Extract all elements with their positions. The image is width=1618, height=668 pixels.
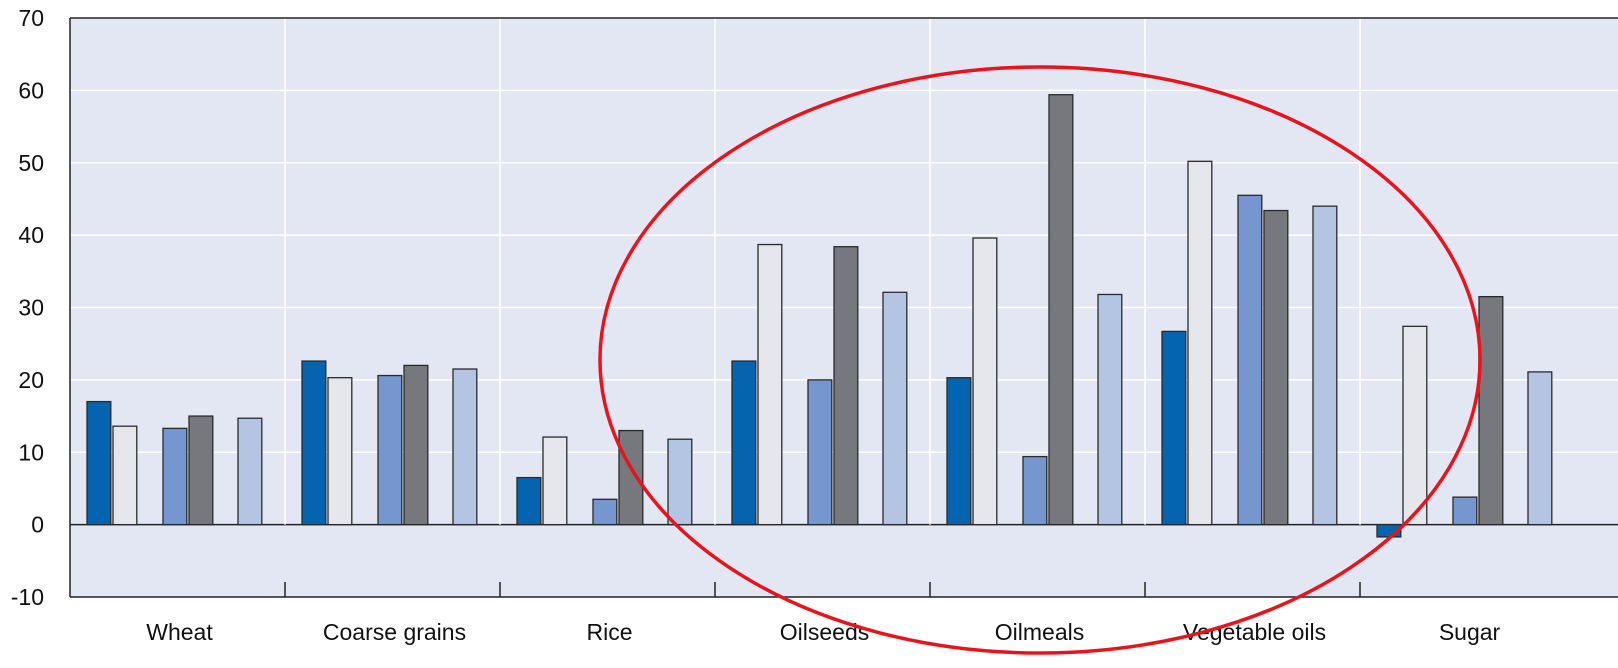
y-tick-label: -10	[11, 584, 44, 610]
y-tick-label: 60	[18, 77, 44, 103]
bar-oilseeds-series-5	[882, 291, 908, 526]
bar-sugar-series-5	[1527, 371, 1553, 526]
bar-oilseeds-series-2	[757, 243, 783, 526]
bar-rice-series-5	[667, 438, 693, 526]
bar-oilmeals-series-5	[1097, 293, 1123, 526]
bar-oilmeals-series-1	[946, 377, 972, 526]
bar-vegetable-oils-series-4	[1263, 209, 1289, 526]
bar-wheat-series-1	[86, 400, 112, 526]
bar-coarse-grains-series-4	[403, 364, 429, 526]
bar-sugar-series-2	[1402, 325, 1428, 526]
x-tick-label: Oilseeds	[780, 619, 869, 645]
bar-oilseeds-series-3	[807, 379, 833, 526]
bar-sugar-series-3	[1452, 496, 1478, 526]
x-tick-label: Wheat	[146, 619, 213, 645]
bar-oilseeds-series-4	[833, 246, 859, 526]
bar-oilseeds-series-1	[731, 360, 757, 526]
bar-rice-series-3	[592, 498, 618, 526]
bar-wheat-series-5	[237, 417, 263, 526]
y-tick-label: 40	[18, 222, 44, 248]
y-tick-label: 0	[31, 512, 44, 538]
bar-coarse-grains-series-1	[301, 360, 327, 526]
x-tick-label: Oilmeals	[995, 619, 1084, 645]
bar-rice-series-1	[516, 476, 542, 526]
x-tick-labels: Wheat Coarse grains Rice Oilseeds Oilmeals Ve…	[146, 619, 1500, 645]
bar-coarse-grains-series-3	[377, 374, 403, 526]
bar-vegetable-oils-series-1	[1161, 330, 1187, 526]
x-tick-label: Sugar	[1439, 619, 1501, 645]
bar-rice-series-4	[618, 429, 644, 526]
x-tick-label: Rice	[586, 619, 632, 645]
vertical-gridlines	[284, 18, 1361, 525]
y-tick-label: 30	[18, 295, 44, 321]
bar-coarse-grains-series-5	[452, 368, 478, 526]
bar-oilmeals-series-4	[1048, 94, 1074, 526]
y-tick-label: 10	[18, 439, 44, 465]
bar-rice-series-2	[542, 436, 568, 526]
bar-vegetable-oils-series-3	[1237, 194, 1263, 526]
bars	[86, 94, 1553, 538]
y-tick-label: 20	[18, 367, 44, 393]
bar-wheat-series-2	[112, 425, 138, 526]
bar-wheat-series-4	[188, 415, 214, 526]
bar-oilmeals-series-3	[1022, 455, 1048, 526]
y-tick-label: 70	[18, 5, 44, 31]
bar-vegetable-oils-series-2	[1187, 160, 1213, 526]
y-tick-labels: 70 60 50 40 30 20 10 0 -10	[11, 5, 44, 610]
bar-vegetable-oils-series-5	[1312, 205, 1338, 526]
x-tick-label: Coarse grains	[323, 619, 466, 645]
highlight-ellipse	[598, 65, 1482, 655]
bar-wheat-series-3	[162, 427, 188, 526]
y-tick-label: 50	[18, 150, 44, 176]
bar-oilmeals-series-2	[972, 237, 998, 526]
axes	[69, 17, 1618, 598]
bar-coarse-grains-series-2	[327, 377, 353, 526]
bar-sugar-series-4	[1478, 295, 1504, 526]
